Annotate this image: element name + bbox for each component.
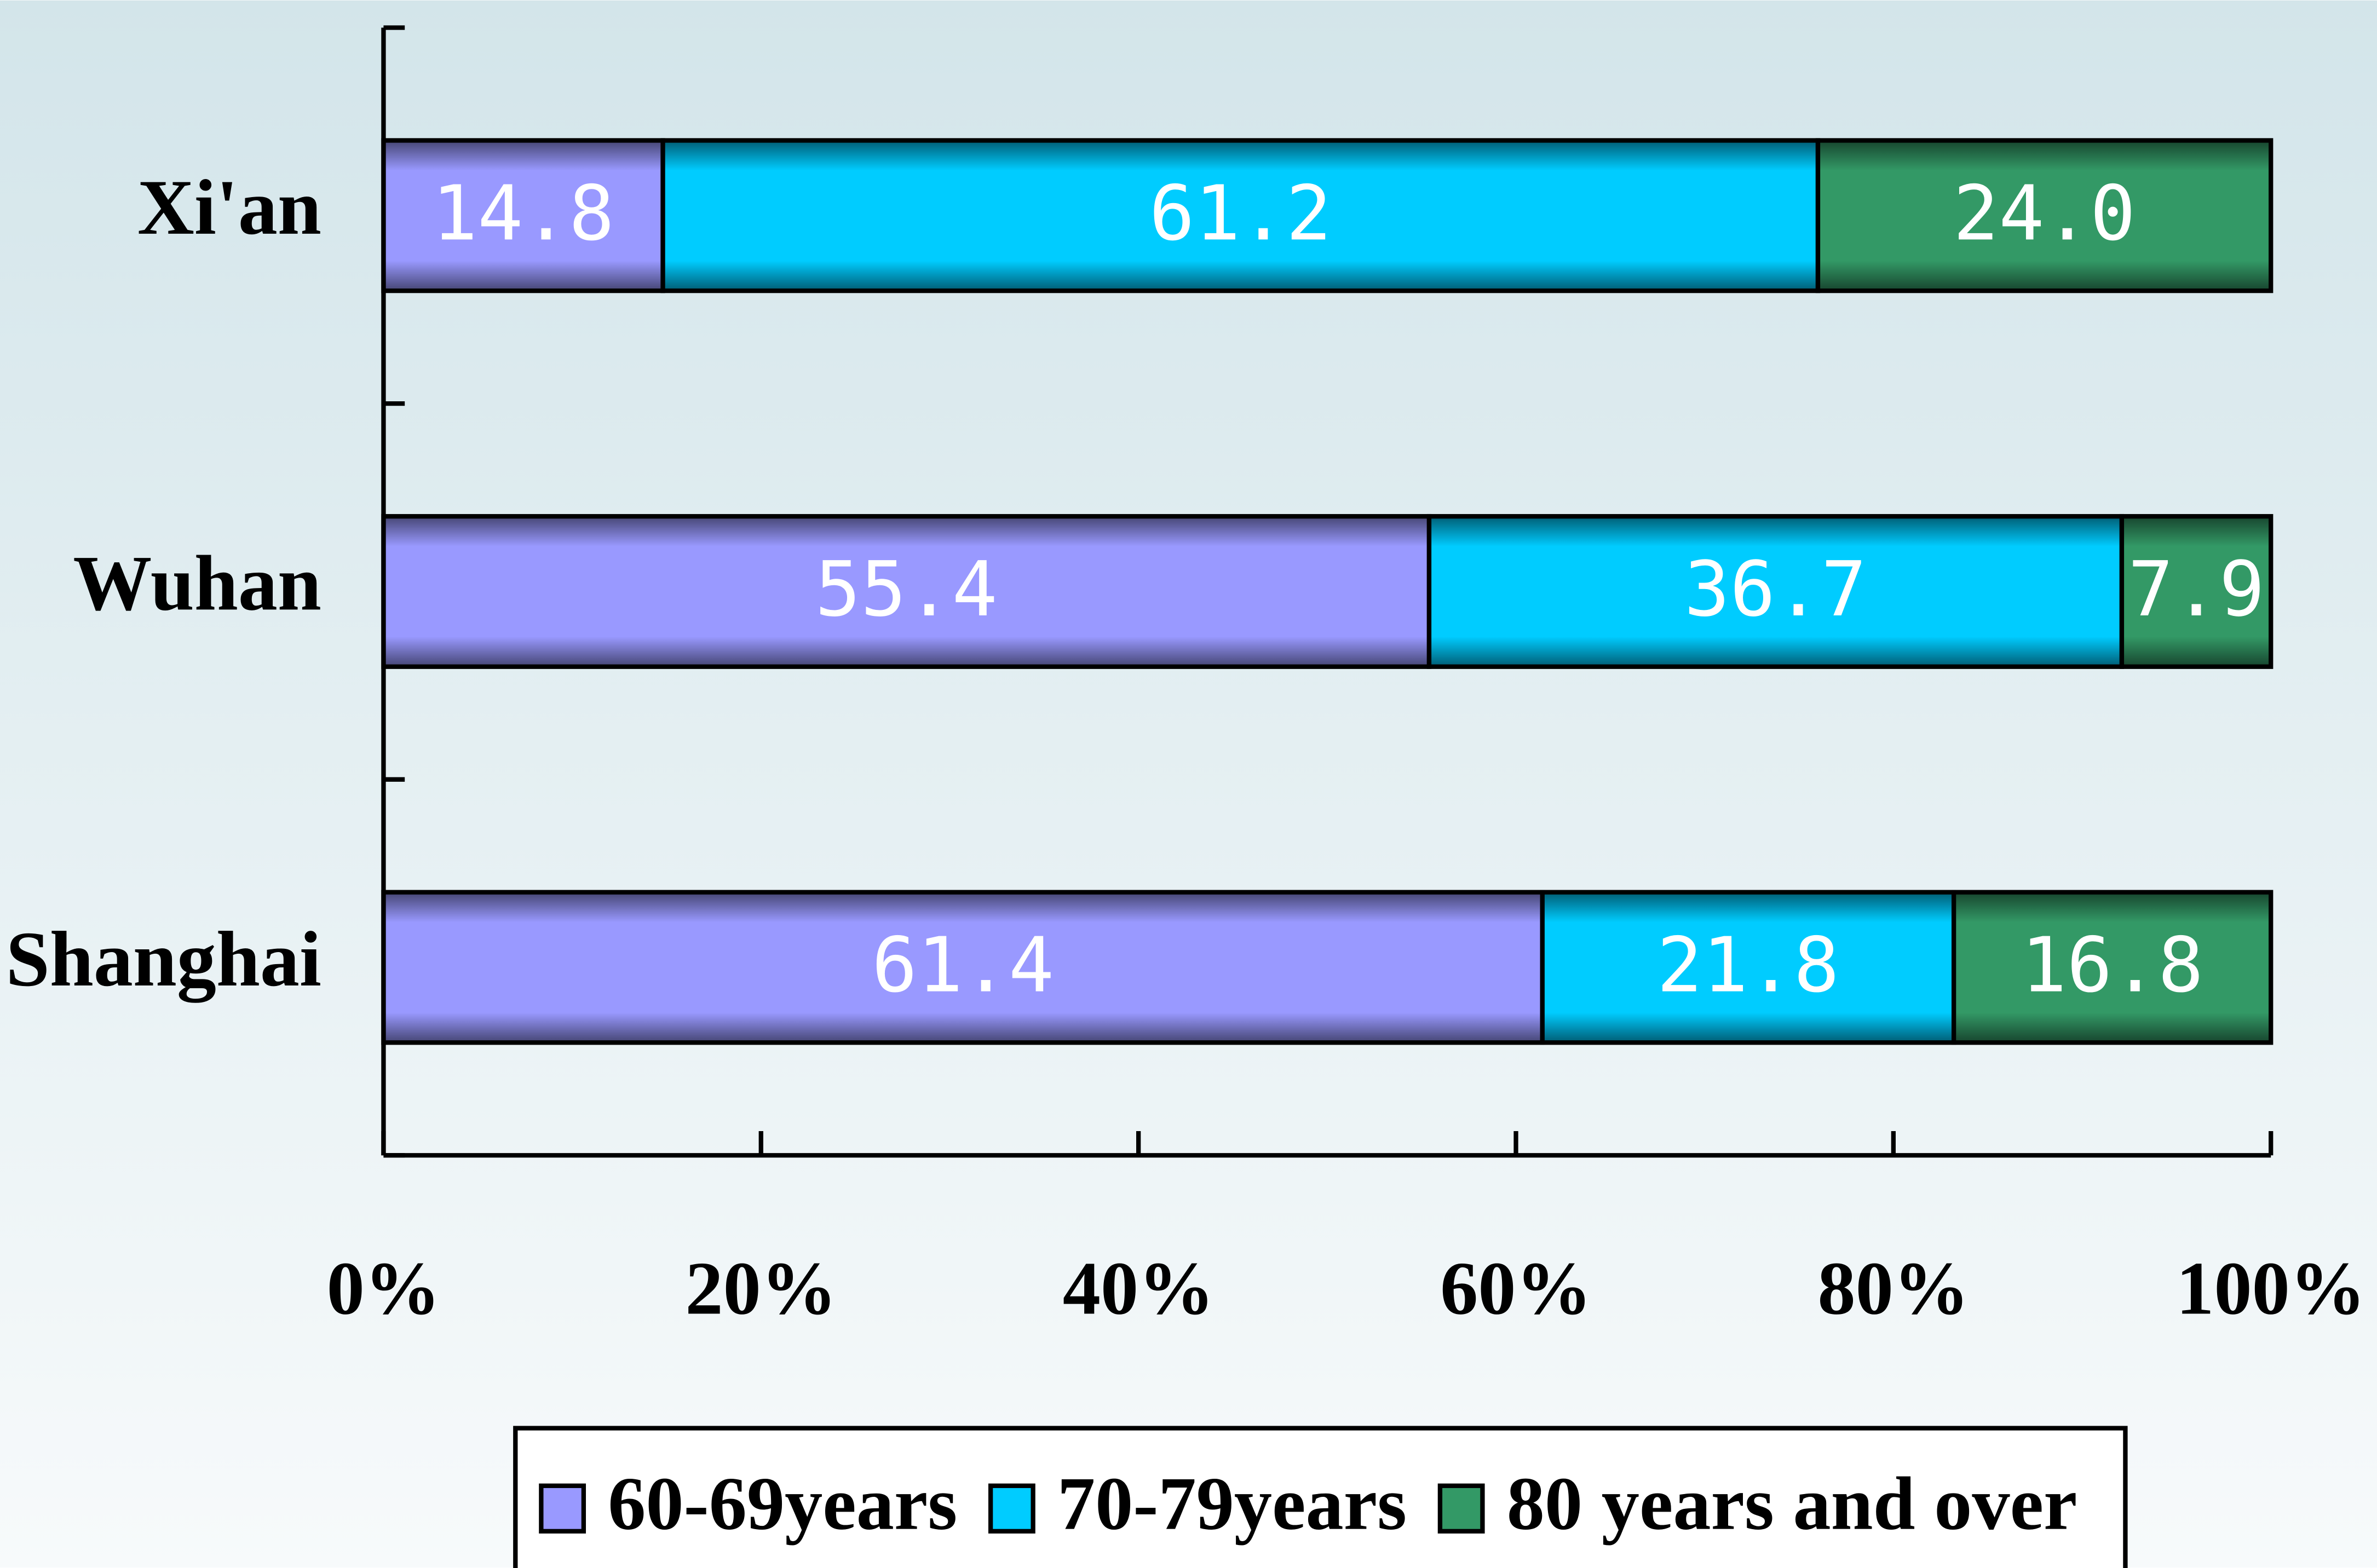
data-label: 21.8 <box>1657 921 1839 1010</box>
x-tick-label: 0% <box>327 1247 441 1330</box>
legend-label: 70-79years <box>1057 1462 1407 1546</box>
data-label: 36.7 <box>1684 545 1867 633</box>
data-label: 14.8 <box>432 169 614 257</box>
x-tick-label: 40% <box>1063 1247 1215 1330</box>
category-label: Wuhan <box>73 540 321 627</box>
category-label: Xi'an <box>137 164 321 251</box>
legend-swatch <box>988 1483 1035 1534</box>
x-tick-label: 80% <box>1817 1247 1969 1330</box>
legend-box <box>513 1426 2128 1568</box>
data-label: 61.2 <box>1149 169 1332 257</box>
x-tick-label: 20% <box>685 1247 837 1330</box>
data-label: 7.9 <box>2128 545 2265 633</box>
legend-swatch <box>1437 1483 1485 1534</box>
legend-label: 60-69years <box>608 1462 957 1546</box>
data-label: 61.4 <box>872 921 1054 1010</box>
legend-swatch <box>539 1483 586 1534</box>
x-tick-label: 60% <box>1440 1247 1592 1330</box>
legend-label: 80 years and over <box>1507 1462 2077 1546</box>
category-label: Shanghai <box>6 916 321 1003</box>
data-label: 55.4 <box>815 545 998 633</box>
x-tick-label: 100% <box>2176 1247 2366 1330</box>
data-label: 16.8 <box>2021 921 2203 1010</box>
data-label: 24.0 <box>1953 169 2136 257</box>
